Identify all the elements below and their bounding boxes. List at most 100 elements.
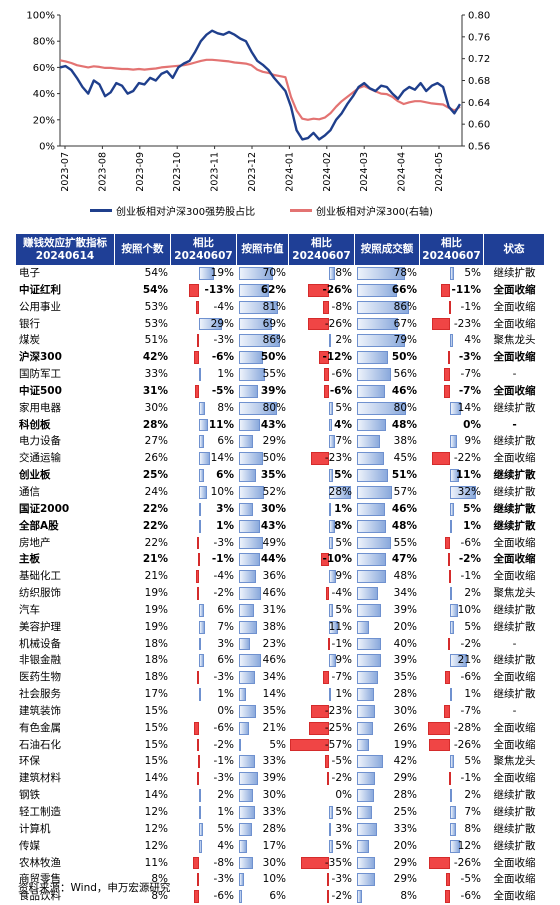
mcap-cell: 6% bbox=[237, 888, 289, 905]
mcap-cell: 36% bbox=[237, 568, 289, 585]
row-name: 创业板 bbox=[19, 469, 51, 482]
change-bar-positive bbox=[329, 267, 336, 280]
count-cell: 12% bbox=[144, 839, 168, 852]
status-cell: 全面收缩 bbox=[493, 890, 536, 903]
mcap-change-cell: -26% bbox=[289, 282, 355, 299]
count-change-cell: -3% bbox=[171, 871, 237, 888]
change-bar-positive bbox=[450, 620, 454, 634]
count-change-cell: -13% bbox=[171, 282, 237, 299]
change-bar-positive bbox=[450, 603, 458, 617]
header-cell-count-change: 相比 20240607 bbox=[171, 234, 237, 265]
status-cell: 继续扩散 bbox=[493, 267, 536, 279]
left-tick-label: 0% bbox=[39, 142, 55, 153]
change-bar-negative bbox=[427, 721, 450, 735]
change-bar-positive bbox=[199, 502, 202, 516]
turnover-cell: 39% bbox=[355, 602, 420, 619]
change-bar-positive bbox=[199, 267, 215, 280]
legend-item-relative: 创业板相对沪深300(右轴) bbox=[290, 203, 433, 218]
mcap-cell: 33% bbox=[237, 804, 289, 821]
turnover-change-cell: -6% bbox=[420, 888, 484, 905]
mcap-change-cell: -23% bbox=[289, 703, 355, 720]
row-name: 中证红利 bbox=[19, 283, 61, 296]
change-bar-positive bbox=[329, 418, 333, 432]
count-change-cell: -3% bbox=[171, 770, 237, 787]
count-cell: 15% bbox=[144, 755, 168, 768]
table-row: 公用事业 53% -4% 81% -8% 86% -1% 全面收缩 bbox=[16, 299, 545, 316]
row-name: 农林牧渔 bbox=[19, 856, 61, 869]
status-cell: - bbox=[512, 704, 517, 717]
turnover-change-cell: 5% bbox=[420, 265, 484, 282]
right-tick-label: 0.76 bbox=[468, 32, 490, 43]
turnover-change-cell: 5% bbox=[420, 501, 484, 518]
count-cell: 30% bbox=[144, 401, 168, 414]
level-bar bbox=[357, 890, 362, 904]
mcap-cell: 55% bbox=[237, 366, 289, 383]
turnover-change-cell: -11% bbox=[420, 282, 484, 299]
x-tick-label: 2023-09 bbox=[135, 152, 146, 192]
turnover-change-cell: 1% bbox=[420, 686, 484, 703]
level-bar bbox=[239, 334, 281, 348]
level-bar bbox=[357, 452, 385, 466]
status-cell: 全面收缩 bbox=[493, 772, 536, 785]
change-bar-positive bbox=[450, 519, 452, 533]
turnover-change-cell: -5% bbox=[420, 871, 484, 888]
change-bar-positive bbox=[199, 368, 201, 381]
change-bar-positive bbox=[450, 485, 476, 499]
count-change-cell: 29% bbox=[171, 316, 237, 333]
mcap-change-cell: 2% bbox=[289, 332, 355, 349]
turnover-cell: 47% bbox=[355, 551, 420, 568]
turnover-cell: 51% bbox=[355, 467, 420, 484]
status-cell: 继续扩散 bbox=[493, 435, 536, 448]
level-bar bbox=[357, 822, 378, 836]
level-bar bbox=[239, 519, 260, 533]
table-row: 农林牧渔 11% -8% 30% -35% 29% -26% 全面收缩 bbox=[16, 855, 545, 872]
level-bar bbox=[357, 553, 386, 567]
mcap-cell: 29% bbox=[237, 433, 289, 450]
count-cell: 27% bbox=[144, 435, 168, 448]
row-name: 银行 bbox=[19, 317, 40, 330]
change-bar-positive bbox=[329, 839, 333, 853]
count-change-cell: 0% bbox=[217, 704, 234, 717]
mcap-cell: 17% bbox=[237, 838, 289, 855]
table-row: 计算机 12% 5% 28% 3% 33% 8% 继续扩散 bbox=[16, 821, 545, 838]
turnover-change-cell: -6% bbox=[420, 535, 484, 552]
count-change-cell: -5% bbox=[171, 383, 237, 400]
change-bar-positive bbox=[199, 435, 204, 449]
status-cell: 全面收缩 bbox=[493, 300, 536, 313]
count-cell: 31% bbox=[142, 384, 168, 397]
x-tick-label: 2024-03 bbox=[359, 152, 370, 192]
row-name: 科创板 bbox=[19, 418, 51, 431]
mcap-cell: 14% bbox=[237, 686, 289, 703]
change-bar-negative bbox=[195, 570, 199, 584]
change-bar-negative bbox=[188, 283, 199, 297]
mcap-cell: 52% bbox=[237, 484, 289, 501]
mcap-cell: 50% bbox=[237, 450, 289, 467]
mcap-change-cell: -3% bbox=[289, 871, 355, 888]
strength-line-chart: 100% 80% 60% 40% 20% 0% 0.80 0.76 0.72 0.68 0.64 0.… bbox=[26, 11, 490, 192]
turnover-change-cell: 4% bbox=[420, 332, 484, 349]
count-cell: 15% bbox=[144, 738, 168, 751]
change-bar-negative bbox=[290, 738, 329, 752]
x-tick-label: 2023-11 bbox=[210, 152, 221, 192]
header-cell-count: 按照个数 bbox=[115, 234, 171, 265]
turnover-cell: 26% bbox=[355, 720, 420, 737]
count-change-cell: -6% bbox=[171, 720, 237, 737]
change-bar-positive bbox=[450, 839, 460, 853]
level-bar bbox=[239, 721, 250, 735]
status-cell: - bbox=[512, 368, 517, 381]
header-cell-mcap: 按照市值 bbox=[237, 234, 289, 265]
level-bar bbox=[239, 671, 256, 685]
turnover-change-cell: 2% bbox=[420, 787, 484, 804]
table-row: 国防军工 33% 1% 55% -6% 56% -7% - bbox=[16, 366, 545, 383]
change-bar-positive bbox=[199, 485, 207, 499]
level-bar bbox=[357, 671, 379, 685]
mcap-cell: 62% bbox=[237, 282, 289, 299]
change-bar-negative bbox=[195, 300, 199, 314]
change-bar-negative bbox=[324, 368, 329, 381]
mcap-cell: 35% bbox=[237, 703, 289, 720]
table-row: 沪深300 42% -6% 50% -12% 50% -3% 全面收缩 bbox=[16, 349, 545, 366]
count-cell: 53% bbox=[144, 317, 168, 330]
level-bar bbox=[357, 738, 369, 752]
mcap-cell: 5% bbox=[237, 737, 289, 754]
count-cell: 21% bbox=[142, 553, 168, 566]
